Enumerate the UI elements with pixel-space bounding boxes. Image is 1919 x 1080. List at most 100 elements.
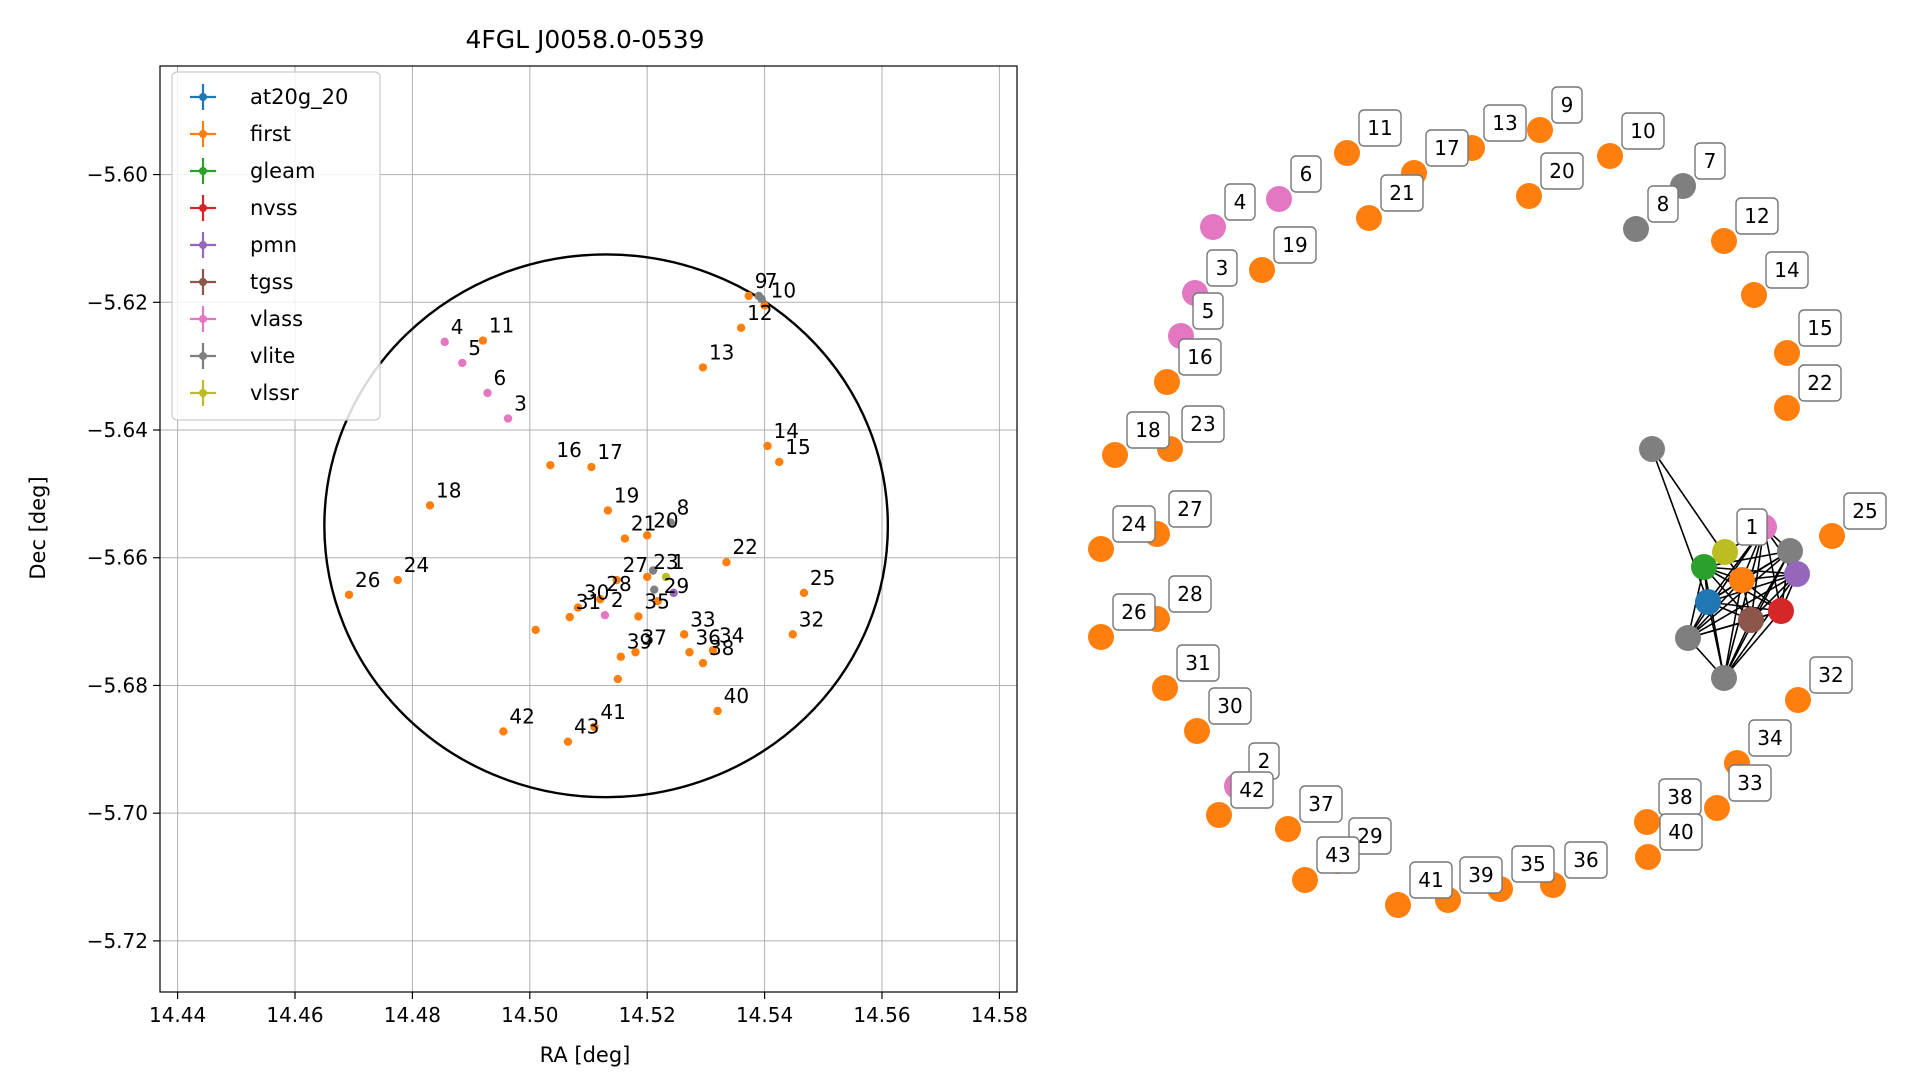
x-tick-label: 14.44 [149,1003,206,1027]
y-tick-label: −5.62 [87,290,148,314]
node-label: 39 [1468,863,1493,887]
legend-label: first [250,122,291,146]
node-label: 22 [1807,371,1832,395]
plot-frame [159,65,1018,993]
legend-label: gleam [250,159,315,183]
point-label: 20 [653,508,678,532]
point-label: 6 [494,366,507,390]
network-edge [1723,579,1743,679]
node-label: 37 [1308,792,1333,816]
node-label-box: 35 [1511,845,1555,883]
node-label: 12 [1744,204,1769,228]
network-node-vlass [1200,214,1226,240]
point-label: 2 [611,588,624,612]
point-label: 21 [631,512,656,536]
node-label: 35 [1520,852,1545,876]
node-label-frame [1483,104,1527,142]
node-label-box: 32 [1809,656,1853,694]
node-label-frame [1511,845,1555,883]
network-node-first [1356,205,1382,231]
data-point-first [344,590,354,599]
network-node-vlite [1639,436,1665,462]
legend-marker-dot [199,204,207,212]
data-point-first [565,612,574,622]
data-point-first [590,722,599,732]
node-label: 25 [1852,499,1877,523]
node-label-box: 37 [1299,785,1343,823]
data-point-first [775,457,784,467]
error-ellipse [323,253,890,799]
node-label-box: 16 [1178,338,1222,376]
data-point-first [736,323,746,333]
node-label-frame [1358,109,1402,147]
data-point-first [760,301,769,310]
node-label: 3 [1216,256,1229,280]
node-label-box: 26 [1112,593,1156,631]
point-label: 32 [799,607,824,631]
node-label-box: 3 [1206,249,1238,287]
node-label-box: 33 [1728,764,1772,802]
node-label-box: 9 [1551,86,1583,124]
network-node-vlssr [1712,539,1738,565]
point-label: 8 [677,496,690,520]
legend-item-at20g_20: at20g_20 [190,84,348,110]
data-point-vlite [648,566,658,575]
node-label-frame [1798,364,1842,402]
network-node-at20g_20 [1695,589,1721,615]
data-point-first [616,652,625,661]
point-label: 31 [576,590,601,614]
network-node-vlass [1266,186,1292,212]
node-label: 16 [1187,345,1212,369]
legend-marker-dot [199,167,207,175]
point-label: 35 [644,589,669,613]
network-edge [1723,610,1782,679]
node-label-box: 38 [1658,778,1702,816]
node-label: 9 [1561,93,1574,117]
node-label: 20 [1549,159,1574,183]
data-point-first [612,575,621,585]
node-label-frame [1168,490,1212,528]
point-label: 15 [785,435,810,459]
legend-label: tgss [250,270,293,294]
point-label: 43 [574,715,599,739]
data-point-first [653,596,662,606]
node-label-frame [1765,251,1809,289]
node-label-box: 8 [1647,185,1679,223]
node-label: 30 [1217,694,1242,718]
x-tick-label: 14.50 [501,1003,558,1027]
network-node-first [1385,892,1411,918]
data-point-first [596,595,605,604]
legend-marker-dot [199,352,207,360]
node-label-box: 39 [1459,856,1503,894]
legend-item-first: first [190,121,291,147]
network-node-first [1635,844,1661,870]
point-label: 10 [771,278,796,302]
node-label: 27 [1177,497,1202,521]
network-node-first [1152,675,1178,701]
node-label: 7 [1704,149,1717,173]
network-node-first [1774,395,1800,421]
data-point-vlass [483,388,492,398]
data-point-vlass [600,611,610,620]
data-point-first [563,737,573,746]
point-label: 29 [664,574,689,598]
node-label: 33 [1737,771,1762,795]
node-label-box: 30 [1208,687,1252,725]
data-point-first [393,575,402,585]
data-point-vlite [757,294,766,304]
network-node-first [1597,143,1623,169]
node-label-box: 31 [1176,644,1220,682]
legend-item-vlass: vlass [190,306,303,332]
data-point-first [478,336,488,345]
data-point-vlssr [661,572,671,582]
node-label: 8 [1657,192,1670,216]
node-label-frame [1176,644,1220,682]
network-node-nvss [1768,598,1794,624]
node-label-frame [1409,861,1453,899]
node-label: 1 [1746,515,1759,539]
point-label: 30 [584,581,609,605]
